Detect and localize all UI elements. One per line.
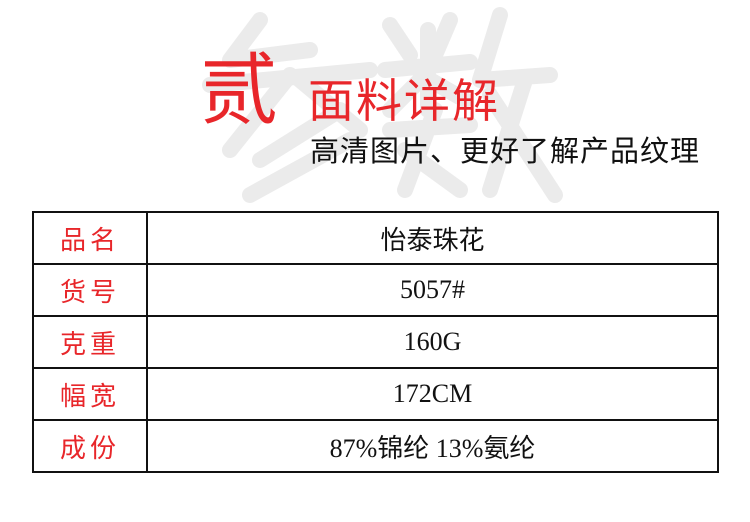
row-label: 克重 xyxy=(32,315,148,369)
row-value: 160G xyxy=(146,315,719,369)
watermark-stroke xyxy=(222,12,318,68)
watermark-stroke xyxy=(472,7,563,203)
row-label: 幅宽 xyxy=(32,367,148,421)
watermark-graphic xyxy=(202,7,563,203)
spec-table: 品名 怡泰珠花 货号 5057# 克重 160G 幅宽 172CM 成份 87%锦纶 13… xyxy=(32,211,719,473)
table-row: 成份 87%锦纶 13%氨纶 xyxy=(32,419,719,473)
row-value: 87%锦纶 13%氨纶 xyxy=(146,419,719,473)
row-value: 5057# xyxy=(146,263,719,317)
row-label: 货号 xyxy=(32,263,148,317)
watermark-stroke xyxy=(252,102,348,168)
section-subtitle: 高清图片、更好了解产品纹理 xyxy=(310,134,701,168)
row-value: 怡泰珠花 xyxy=(146,211,719,265)
watermark-stroke xyxy=(292,72,368,138)
watermark-stroke xyxy=(377,12,478,118)
table-row: 品名 怡泰珠花 xyxy=(32,211,719,265)
section-title: 面料详解 xyxy=(308,74,500,128)
row-label: 品名 xyxy=(32,211,148,265)
table-row: 幅宽 172CM xyxy=(32,367,719,421)
row-label: 成份 xyxy=(32,419,148,473)
watermark-stroke xyxy=(222,67,298,158)
row-value: 172CM xyxy=(146,367,719,421)
table-row: 货号 5057# xyxy=(32,263,719,317)
section-number: 贰 xyxy=(200,46,279,136)
watermark-stroke xyxy=(242,132,358,203)
table-row: 克重 160G xyxy=(32,315,719,369)
watermark-stroke xyxy=(382,102,478,198)
